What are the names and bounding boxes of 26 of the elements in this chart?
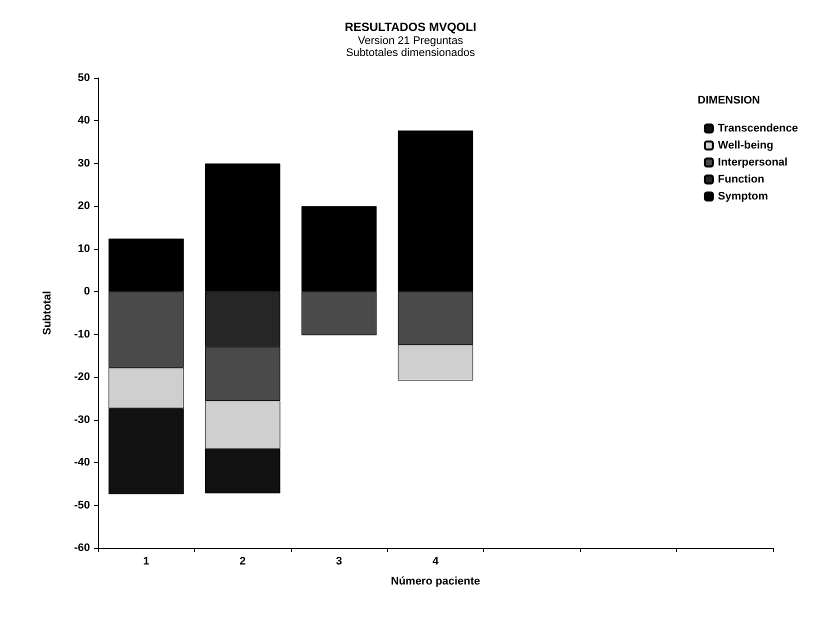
chart-subtitle: Version 21 Preguntas Subtotales dimensionados <box>346 35 476 59</box>
x-tick-label: 3 <box>336 556 342 568</box>
y-tick-label: -10 <box>74 328 90 340</box>
legend-title: DIMENSION <box>698 94 760 106</box>
y-tick-label: -40 <box>74 456 90 469</box>
y-tick-label: 20 <box>78 200 90 212</box>
legend-label: Transcendence <box>718 122 798 134</box>
y-tick-label: -60 <box>74 542 90 554</box>
x-tick-label: 1 <box>143 556 150 568</box>
y-tick-label: 10 <box>78 242 90 255</box>
x-tick-label: 2 <box>240 556 246 568</box>
y-tick-label: 0 <box>84 286 90 298</box>
y-tick-label: 50 <box>78 72 90 84</box>
legend-label: Function <box>718 174 765 186</box>
y-tick-label: -30 <box>74 414 90 426</box>
x-tick-label: 4 <box>432 556 440 568</box>
y-tick-label: -50 <box>74 499 90 512</box>
legend-label: Interpersonal <box>718 156 788 168</box>
chart-title: RESULTADOS MVQOLI <box>344 20 476 34</box>
legend-label: Well-being <box>718 140 774 152</box>
y-tick-label: -20 <box>74 371 90 384</box>
y-tick-label: 30 <box>78 157 90 170</box>
legend-label: Symptom <box>718 190 768 202</box>
x-axis-title: Número paciente <box>390 576 480 588</box>
y-tick-label: 40 <box>78 114 90 127</box>
y-axis-title: Subtotal <box>42 291 54 335</box>
